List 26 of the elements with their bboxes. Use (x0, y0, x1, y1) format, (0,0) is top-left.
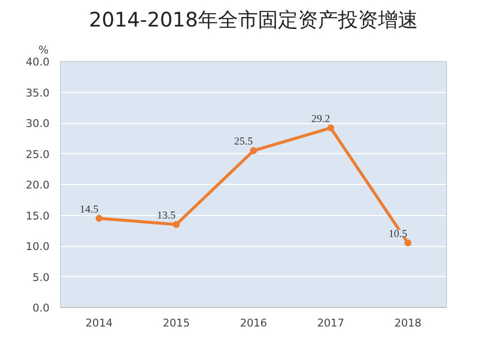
data-label: 29.2 (311, 114, 330, 125)
data-label: 25.5 (234, 136, 253, 148)
point (327, 124, 334, 132)
y-tick-label: 10.0 (26, 240, 50, 253)
y-tick-label: 25.0 (26, 148, 50, 161)
point (250, 147, 257, 154)
x-tick-label: 2015 (162, 316, 190, 330)
y-tick-label: 40.0 (26, 56, 50, 68)
y-tick-label: 15.0 (26, 209, 50, 222)
y-tick-label: 0.0 (32, 302, 50, 314)
y-axis-title: % (38, 44, 49, 56)
x-tick-label: 2014 (86, 316, 113, 330)
y-tick-label: 20.0 (26, 178, 50, 192)
data-label: 10.5 (388, 228, 408, 240)
y-tick-label: 5.0 (32, 270, 50, 284)
chart-title: 2014-2018年全市固定资产投资增速 (88, 8, 418, 32)
y-tick-label: 30.0 (26, 117, 50, 130)
point (172, 220, 180, 228)
x-tick-label: 2017 (317, 316, 344, 330)
point (96, 214, 103, 222)
data-label: 13.5 (156, 210, 176, 222)
data-label: 14.5 (80, 204, 98, 216)
point (404, 239, 412, 246)
x-tick-label: 2018 (394, 316, 422, 330)
y-tick-label: 35.0 (26, 86, 50, 100)
x-tick-label: 2016 (240, 316, 268, 330)
